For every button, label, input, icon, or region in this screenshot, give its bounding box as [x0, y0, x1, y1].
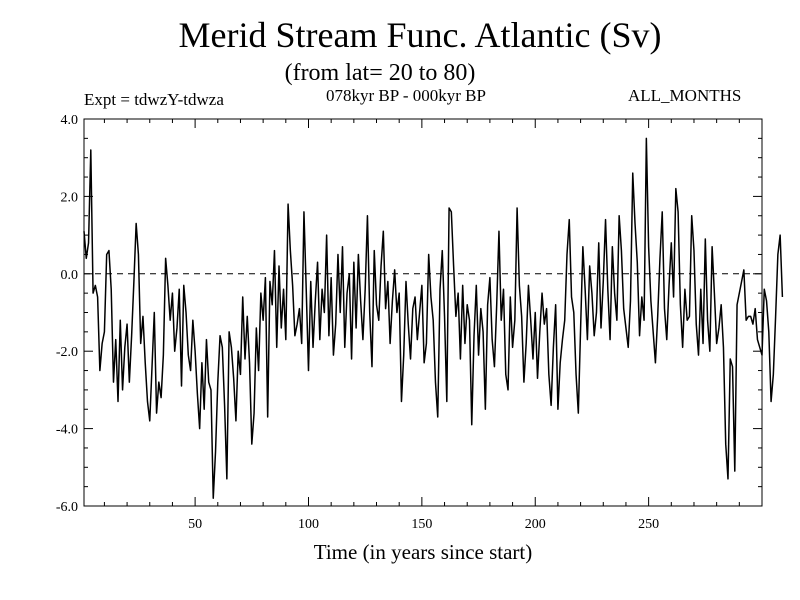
x-axis: 50 100 150 200 250: [103, 119, 740, 532]
x-tick-label: 250: [638, 517, 659, 532]
series: [83, 137, 784, 500]
x-tick-label: 50: [188, 517, 202, 532]
y-tick-label: 0.0: [61, 268, 79, 283]
chart-subtitle: (from lat= 20 to 80): [284, 60, 476, 86]
experiment-label: Expt = tdwzY-tdwza: [84, 90, 224, 109]
chart-title: Merid Stream Func. Atlantic (Sv): [178, 15, 662, 55]
x-axis-label: Time (in years since start): [313, 540, 533, 564]
y-tick-label: -6.0: [56, 500, 78, 515]
x-tick-label: 100: [298, 517, 319, 532]
y-tick-label: 4.0: [61, 113, 79, 128]
y-tick-label: 2.0: [61, 190, 79, 205]
x-tick-label: 200: [525, 517, 546, 532]
months-label: ALL_MONTHS: [628, 86, 742, 105]
x-tick-label: 150: [411, 517, 432, 532]
y-axis: -6.0 -4.0 -2.0 0.0 2.0 4.0: [56, 113, 762, 515]
y-tick-label: -2.0: [56, 345, 78, 360]
y-tick-label: -4.0: [56, 423, 78, 438]
series-line: [83, 137, 784, 500]
period-label: 078kyr BP - 000kyr BP: [326, 86, 486, 105]
